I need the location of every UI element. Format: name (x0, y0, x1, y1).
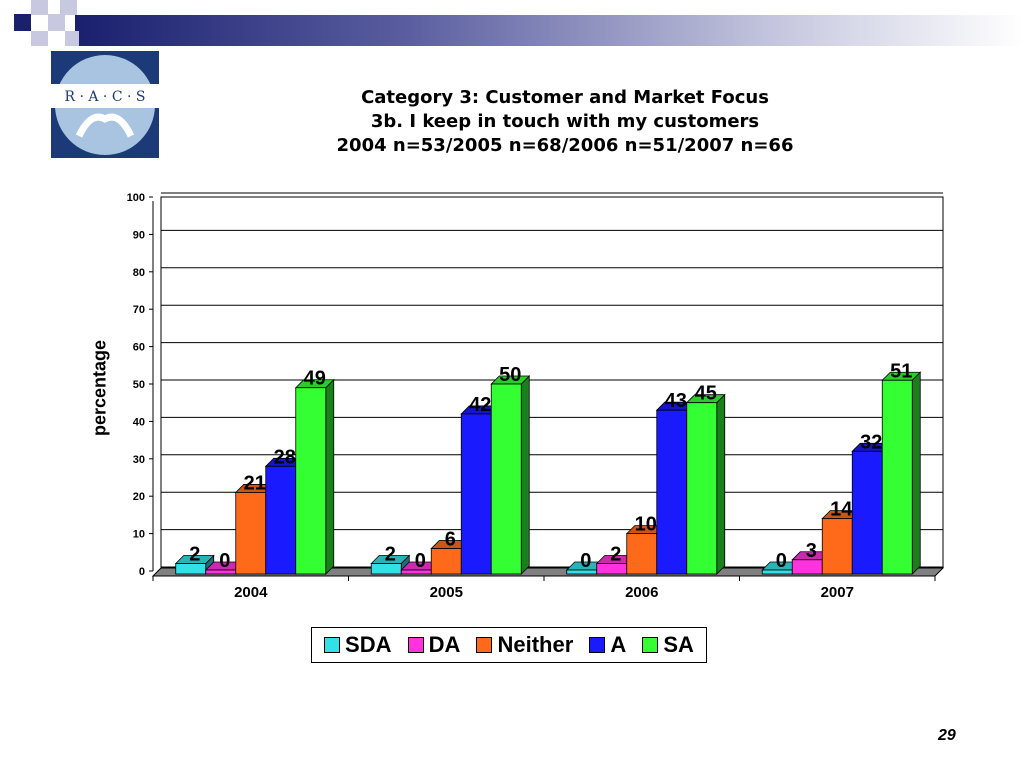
y-axis-label: percentage (89, 339, 110, 437)
decor-square (65, 31, 79, 46)
x-tick-label: 2006 (625, 584, 658, 601)
data-label-neither-2004: 21 (244, 472, 266, 494)
legend-swatch-da (407, 637, 424, 653)
bar-side-sa-2004 (325, 378, 335, 575)
legend-swatch-sa (642, 637, 659, 653)
page-title: Category 3: Customer and Market Focus 3b… (260, 86, 870, 158)
x-tick-label: 2005 (430, 584, 463, 601)
title-line-2: 3b. I keep in touch with my customers (370, 111, 760, 132)
data-label-a-2006: 43 (665, 390, 687, 412)
data-label-sa-2005: 50 (499, 364, 521, 386)
bar-side-sa-2005 (520, 375, 530, 575)
decor-square (31, 0, 48, 15)
header-gradient-bar (75, 15, 1024, 46)
legend-item-a: A (589, 632, 626, 658)
y-tick-label: 50 (133, 379, 145, 391)
y-tick-label: 10 (133, 529, 145, 541)
bar-side-sa-2007 (911, 371, 921, 575)
bar-sa-2005 (490, 383, 522, 575)
title-line-3: 2004 n=53/2005 n=68/2006 n=51/2007 n=66 (336, 135, 794, 156)
bar-a-2004 (265, 465, 297, 575)
data-label-da-2004: 0 (219, 550, 230, 572)
logo-text: R · A · C · S (64, 89, 145, 105)
y-tick-label: 60 (133, 342, 145, 354)
data-label-sda-2004: 2 (189, 544, 200, 566)
data-label-da-2007: 3 (806, 540, 817, 562)
y-tick-label: 100 (127, 192, 145, 204)
bar-sa-2007 (881, 379, 913, 575)
legend-item-sda: SDA (324, 632, 392, 658)
legend-label-neither: Neither (497, 632, 574, 657)
y-tick-label: 30 (133, 454, 145, 466)
legend-label-da: DA (428, 632, 461, 657)
data-label-sa-2007: 51 (890, 360, 912, 382)
page-number: 29 (938, 727, 956, 744)
data-label-sda-2007: 0 (776, 550, 787, 572)
y-tick-label: 90 (133, 229, 145, 241)
bar-neither-2005 (430, 548, 462, 575)
bar-neither-2004 (235, 492, 267, 575)
data-label-neither-2006: 10 (635, 514, 657, 536)
legend-item-da: DA (407, 632, 461, 658)
y-tick-label: 70 (133, 304, 145, 316)
title-line-1: Category 3: Customer and Market Focus (361, 87, 769, 108)
decor-square (14, 14, 31, 31)
y-tick-label: 20 (133, 491, 145, 503)
bar-a-2005 (460, 413, 492, 575)
data-label-da-2006: 2 (610, 544, 621, 566)
data-label-sa-2004: 49 (304, 368, 326, 390)
x-tick-label: 2004 (234, 584, 268, 601)
bar-sa-2004 (295, 387, 327, 575)
bar-neither-2007 (821, 518, 853, 575)
bar-sda-2005 (370, 563, 402, 575)
bar-side-sa-2006 (716, 393, 726, 575)
data-label-sda-2006: 0 (580, 550, 591, 572)
y-tick-label: 80 (133, 267, 145, 279)
data-label-sda-2005: 2 (385, 544, 396, 566)
data-label-sa-2006: 45 (695, 383, 717, 405)
data-label-neither-2005: 6 (445, 529, 456, 551)
bar-sda-2004 (175, 563, 207, 575)
legend-item-neither: Neither (476, 632, 573, 658)
racs-logo: R · A · C · S (51, 51, 159, 158)
decor-square (31, 31, 48, 46)
decor-square (48, 14, 65, 31)
y-tick-label: 40 (133, 416, 145, 428)
chart-legend: SDA DA Neither A SA (311, 627, 707, 663)
legend-label-a: A (610, 632, 627, 657)
y-tick-label: 0 (139, 566, 145, 578)
data-label-a-2005: 42 (469, 394, 491, 416)
decor-square (60, 0, 77, 15)
bar-neither-2006 (626, 533, 658, 575)
data-label-a-2004: 28 (274, 446, 296, 468)
legend-label-sda: SDA (345, 632, 392, 657)
data-label-da-2005: 0 (415, 550, 426, 572)
legend-swatch-a (589, 637, 606, 653)
legend-item-sa: SA (642, 632, 694, 658)
bar-da-2007 (791, 559, 823, 575)
data-label-neither-2007: 14 (830, 499, 853, 521)
x-tick-label: 2007 (821, 584, 854, 601)
data-label-a-2007: 32 (860, 431, 882, 453)
legend-swatch-sda (324, 637, 341, 653)
bar-a-2007 (851, 450, 883, 575)
bar-sa-2006 (686, 402, 718, 575)
bar-a-2006 (656, 409, 688, 575)
legend-label-sa: SA (663, 632, 694, 657)
legend-swatch-neither (476, 637, 493, 653)
